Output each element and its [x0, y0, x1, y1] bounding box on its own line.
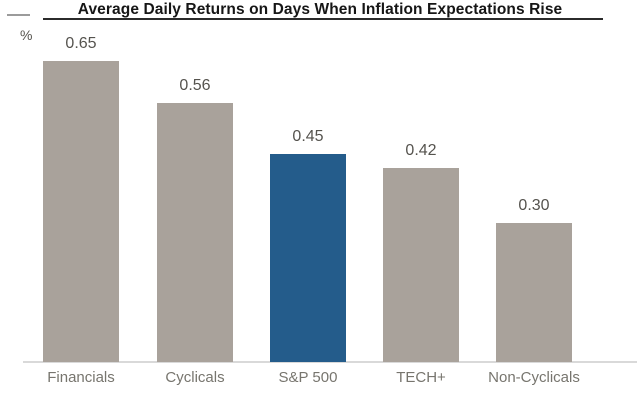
- value-label-cyclicals: 0.56: [179, 77, 211, 94]
- category-label-cyclicals: Cyclicals: [165, 369, 225, 386]
- bar-financials: [43, 61, 119, 362]
- value-label-tech: 0.42: [405, 142, 437, 159]
- header-left-tick: [7, 14, 30, 16]
- value-label-non-cyclicals: 0.30: [518, 197, 550, 214]
- title-underline: [43, 18, 603, 20]
- category-label-s-p-500: S&P 500: [278, 369, 338, 386]
- category-label-non-cyclicals: Non-Cyclicals: [488, 369, 580, 386]
- bar-cyclicals: [157, 103, 233, 362]
- category-label-tech: TECH+: [396, 369, 446, 386]
- bar-s-p-500: [270, 154, 346, 362]
- chart-title: Average Daily Returns on Days When Infla…: [77, 1, 563, 18]
- bar-tech: [383, 168, 459, 362]
- category-label-financials: Financials: [47, 369, 115, 386]
- x-axis-baseline: [23, 361, 637, 363]
- value-label-financials: 0.65: [65, 35, 97, 52]
- bar-non-cyclicals: [496, 223, 572, 362]
- y-axis-unit-label: %: [20, 27, 33, 43]
- value-label-s-p-500: 0.45: [292, 128, 324, 145]
